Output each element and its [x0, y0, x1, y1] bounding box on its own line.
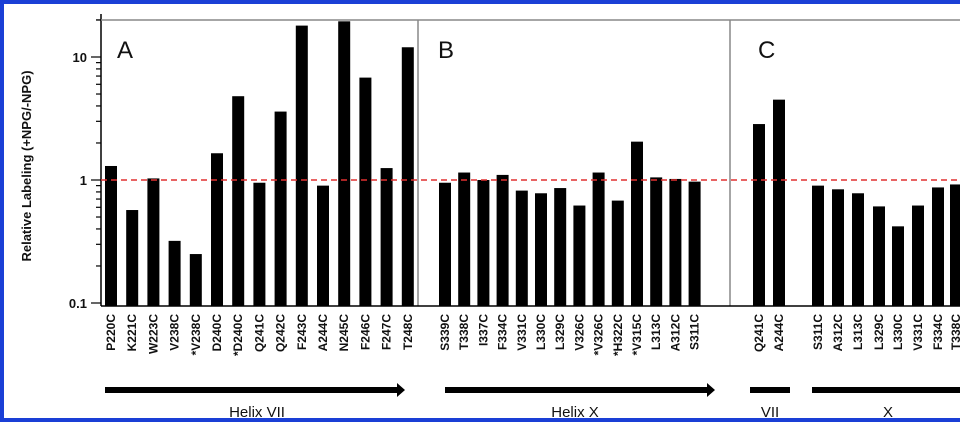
bar — [401, 47, 414, 306]
bar — [359, 77, 372, 306]
category-label: T338C — [949, 314, 960, 350]
bar — [458, 172, 471, 306]
y-axis-label: Relative Labeling (+NPG/-NPG) — [19, 70, 34, 261]
helix-label: X — [883, 404, 893, 421]
category-label: Q241C — [252, 314, 266, 352]
bar — [126, 210, 139, 306]
category-label: *V326C — [592, 314, 606, 356]
bar — [496, 174, 509, 306]
category-label: *V238C — [189, 314, 203, 356]
helix-arrow — [445, 383, 715, 397]
y-tick-label: 10 — [73, 50, 87, 65]
category-label: L330C — [891, 314, 905, 350]
category-label: P220C — [104, 314, 118, 351]
panel-letter: A — [117, 37, 133, 64]
category-label: L313C — [649, 314, 663, 350]
category-label: L313C — [851, 314, 865, 350]
chart-text: 0.1 1 10 A P220C K221C W223C V238C *V238C D240C *D… — [69, 37, 960, 421]
helix-label: VII — [761, 404, 779, 421]
bar — [773, 99, 785, 306]
bar — [535, 193, 547, 306]
bar — [592, 172, 605, 306]
category-label: T248C — [401, 314, 415, 350]
panel-letter: B — [438, 37, 454, 64]
category-label: F246C — [358, 314, 372, 350]
bar — [189, 254, 202, 306]
category-label: N245C — [337, 314, 351, 352]
category-label: I337C — [476, 314, 490, 346]
category-label: V331C — [911, 314, 925, 351]
bar — [380, 168, 393, 306]
category-label: *V315C — [630, 314, 644, 356]
category-label: F243C — [295, 314, 309, 350]
bar — [554, 188, 567, 306]
bar — [232, 96, 245, 306]
category-label: S311C — [811, 314, 825, 350]
bar — [295, 25, 308, 307]
bar — [147, 178, 160, 306]
bar — [515, 190, 528, 306]
category-label: *H322C — [611, 314, 625, 356]
category-label: F247C — [380, 314, 394, 350]
category-label: S339C — [438, 314, 452, 351]
category-label: A312C — [668, 314, 682, 352]
bar — [105, 165, 117, 306]
helix-label: Helix X — [551, 404, 599, 421]
bar — [812, 185, 824, 306]
bar — [631, 141, 643, 306]
helix-bar — [750, 387, 790, 393]
category-label: V326C — [572, 314, 586, 351]
y-tick-label: 0.1 — [69, 296, 87, 311]
chart-bars — [105, 21, 960, 397]
category-label: T338C — [457, 314, 471, 350]
bar — [832, 189, 844, 306]
category-label: V331C — [515, 314, 529, 351]
y-tick-label: 1 — [80, 173, 87, 188]
helix-arrow — [105, 383, 405, 397]
category-label: A244C — [772, 314, 786, 352]
helix-label: Helix VII — [229, 404, 285, 421]
bar — [932, 187, 944, 306]
bar — [477, 180, 490, 306]
category-label: W223C — [146, 314, 160, 354]
bar — [573, 205, 586, 306]
category-label: F334C — [496, 314, 510, 350]
bar — [753, 124, 765, 307]
category-label: V238C — [168, 314, 182, 351]
category-label: L330C — [534, 314, 548, 350]
bar — [950, 184, 960, 306]
bar — [873, 206, 885, 306]
helix-bar — [812, 387, 960, 393]
bar — [317, 185, 329, 306]
bar — [912, 205, 924, 306]
bar — [439, 182, 451, 306]
category-label: A244C — [316, 314, 330, 352]
bar — [168, 240, 181, 306]
category-label: L329C — [553, 314, 567, 350]
bar — [669, 178, 682, 306]
bar — [253, 182, 266, 306]
category-label: Q241C — [752, 314, 766, 352]
bar — [892, 226, 904, 306]
panel-letter: C — [758, 37, 775, 64]
bar — [611, 200, 624, 306]
bar — [650, 177, 663, 306]
category-label: A312C — [831, 314, 845, 352]
category-label: L329C — [872, 314, 886, 350]
category-label: *D240C — [231, 314, 245, 356]
bar — [211, 153, 223, 306]
bar — [338, 21, 351, 306]
category-label: D240C — [210, 314, 224, 352]
category-label: Q242C — [274, 314, 288, 352]
category-label: F334C — [931, 314, 945, 350]
category-label: K221C — [125, 314, 139, 352]
bar — [688, 181, 701, 306]
bar — [274, 111, 287, 306]
category-label: S311C — [688, 314, 702, 350]
bar — [852, 193, 864, 306]
